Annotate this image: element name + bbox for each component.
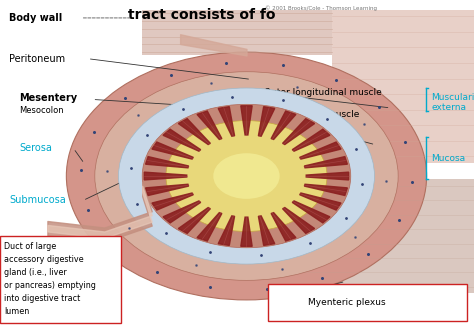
- Polygon shape: [197, 213, 222, 241]
- Text: Body wall: Body wall: [9, 13, 63, 23]
- Text: © 2001 Brooks/Cole - Thomson Learning: © 2001 Brooks/Cole - Thomson Learning: [265, 5, 377, 10]
- Polygon shape: [178, 208, 210, 233]
- FancyBboxPatch shape: [0, 236, 121, 323]
- Text: Mesocolon: Mesocolon: [19, 106, 64, 115]
- Ellipse shape: [95, 72, 398, 280]
- Polygon shape: [300, 193, 341, 210]
- Ellipse shape: [166, 121, 327, 231]
- Text: lumen: lumen: [4, 307, 29, 316]
- Polygon shape: [304, 156, 347, 168]
- Polygon shape: [241, 217, 252, 246]
- Polygon shape: [304, 184, 347, 196]
- FancyBboxPatch shape: [142, 10, 332, 55]
- FancyBboxPatch shape: [332, 10, 474, 163]
- Polygon shape: [197, 111, 222, 140]
- Text: Mucous membrane: Mucous membrane: [264, 137, 351, 146]
- Polygon shape: [271, 111, 296, 140]
- Polygon shape: [300, 142, 341, 159]
- Polygon shape: [258, 216, 275, 245]
- Text: Serosa: Serosa: [19, 143, 52, 153]
- Text: Lumen: Lumen: [290, 194, 321, 203]
- Polygon shape: [178, 119, 210, 144]
- Polygon shape: [163, 201, 201, 223]
- Polygon shape: [218, 107, 235, 136]
- Polygon shape: [152, 142, 193, 159]
- Text: Lamina propria: Lamina propria: [264, 154, 333, 163]
- Text: into digestive tract: into digestive tract: [4, 294, 80, 303]
- Text: Muscularis mucosa: Muscularis mucosa: [264, 170, 350, 179]
- Text: externa: externa: [431, 103, 466, 112]
- Polygon shape: [292, 129, 330, 151]
- Text: Inner circular muscle: Inner circular muscle: [264, 110, 360, 119]
- Text: Mesentery: Mesentery: [19, 93, 77, 103]
- Text: gland (i.e., liver: gland (i.e., liver: [4, 268, 66, 277]
- Text: accessory digestive: accessory digestive: [4, 255, 83, 264]
- Polygon shape: [152, 193, 193, 210]
- Text: Myenteric plexus: Myenteric plexus: [308, 298, 386, 307]
- Polygon shape: [292, 201, 330, 223]
- Text: Outer longitudinal muscle: Outer longitudinal muscle: [264, 88, 382, 97]
- Text: Peritoneum: Peritoneum: [9, 54, 65, 64]
- Polygon shape: [283, 119, 315, 144]
- Polygon shape: [144, 172, 187, 180]
- Ellipse shape: [118, 88, 374, 264]
- Ellipse shape: [213, 153, 280, 199]
- Text: Mucosa: Mucosa: [431, 154, 465, 163]
- Polygon shape: [258, 107, 275, 136]
- Ellipse shape: [142, 104, 351, 248]
- Polygon shape: [146, 156, 189, 168]
- Text: Muscularis: Muscularis: [431, 93, 474, 102]
- Polygon shape: [271, 213, 296, 241]
- Text: Duct of large: Duct of large: [4, 242, 56, 251]
- FancyBboxPatch shape: [268, 284, 467, 321]
- Polygon shape: [146, 184, 189, 196]
- Polygon shape: [306, 172, 349, 180]
- Text: Submucosa: Submucosa: [9, 196, 66, 205]
- Polygon shape: [218, 216, 235, 245]
- Text: tract consists of fo: tract consists of fo: [128, 8, 275, 22]
- Text: or pancreas) emptying: or pancreas) emptying: [4, 281, 96, 290]
- FancyBboxPatch shape: [261, 179, 474, 293]
- Polygon shape: [163, 129, 201, 151]
- Ellipse shape: [66, 52, 427, 300]
- Polygon shape: [241, 106, 252, 135]
- Polygon shape: [283, 208, 315, 233]
